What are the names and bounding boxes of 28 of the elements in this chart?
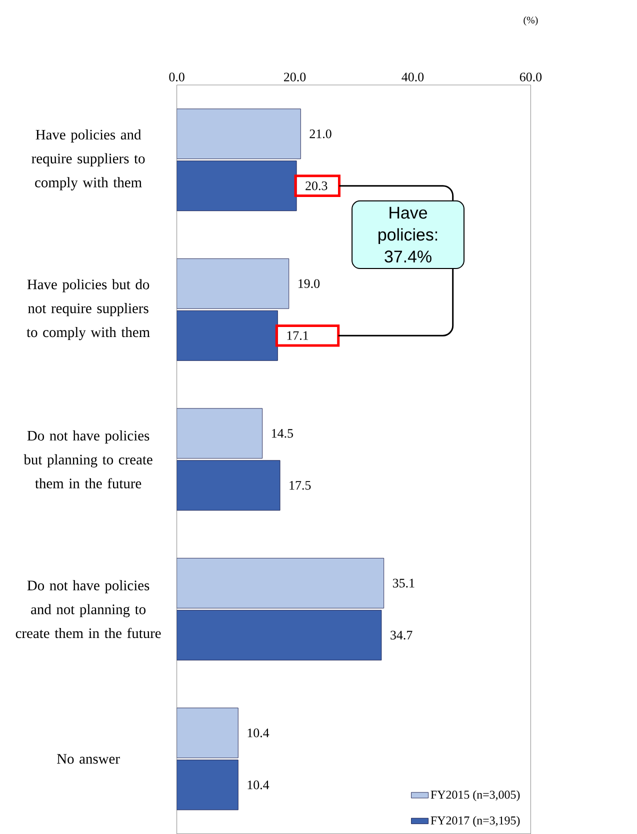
data-label: 20.3	[306, 181, 328, 190]
y-tick-label: Have policies and require suppliers to comply with them	[32, 129, 145, 190]
bar	[177, 708, 239, 758]
data-label: 10.4	[248, 728, 270, 738]
data-label: 17.1	[288, 331, 308, 340]
y-tick-label: Do not have policies but planning to create them in the future	[24, 430, 153, 488]
bar	[177, 558, 384, 608]
bar	[177, 408, 263, 459]
text: (%)	[524, 16, 538, 26]
data-label: 21.0	[310, 129, 332, 138]
x-tick-label: 0.0	[169, 72, 185, 82]
data-label: 19.0	[298, 279, 320, 288]
data-label: 17.5	[290, 481, 311, 490]
x-tick-label: 20.0	[284, 72, 306, 82]
x-tick-label: 40.0	[402, 72, 424, 82]
x-tick-label: 60.0	[520, 72, 542, 82]
y-tick-label: Do not have policies and not planning to create them in the future	[16, 580, 162, 638]
annotation: Have policies: 37.4%	[378, 206, 438, 263]
data-label: 35.1	[393, 578, 414, 588]
y-tick-label: No answer	[57, 754, 120, 764]
bar	[177, 108, 302, 160]
data-label: 14.5	[272, 429, 294, 438]
legend-label: FY2017 (n=3,195)	[431, 816, 520, 827]
data-label: 10.4	[248, 780, 270, 790]
legend-label: FY2015 (n=3,005)	[431, 790, 520, 802]
y-tick-label: Have policies but do not require suppliers to comply with them	[26, 279, 150, 340]
data-label: 34.7	[390, 630, 413, 640]
bar	[177, 258, 290, 309]
